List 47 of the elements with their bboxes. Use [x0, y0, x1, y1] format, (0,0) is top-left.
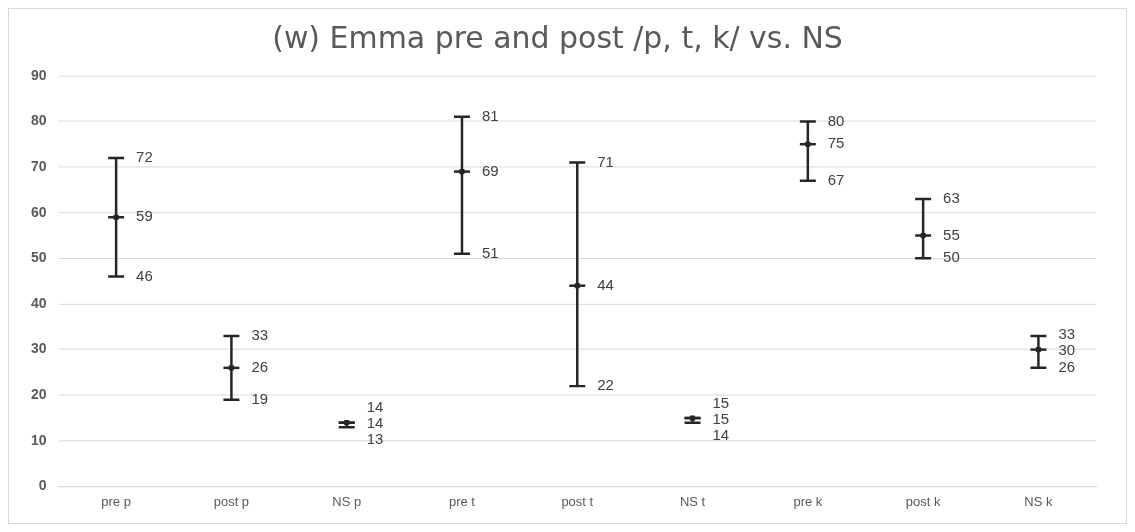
- annotation: 14: [366, 398, 384, 416]
- annotation: 15: [712, 393, 730, 411]
- y-tick-label: 0: [38, 477, 47, 494]
- annotation: 80: [827, 111, 845, 129]
- x-tick-label: pre k: [793, 493, 823, 509]
- data-label: 75: [827, 134, 845, 152]
- annotation: 33: [251, 326, 269, 344]
- data-label: 44: [597, 275, 614, 293]
- y-tick-label: 20: [30, 386, 47, 403]
- data-label: 15: [712, 409, 730, 427]
- x-tick-label: post p: [213, 493, 250, 509]
- annotation: 33: [1058, 324, 1076, 342]
- annotation: 72: [136, 148, 153, 166]
- annotation: 14: [712, 425, 730, 443]
- x-tick-label: post k: [905, 493, 941, 509]
- annotation: 51: [481, 243, 499, 261]
- annotation: 26: [1058, 358, 1076, 375]
- y-tick-label: 80: [30, 112, 47, 129]
- data-label: 26: [251, 358, 269, 375]
- y-tick-label: 90: [30, 66, 47, 83]
- x-tick-label: pre t: [449, 493, 476, 509]
- annotation: 63: [943, 189, 960, 207]
- x-tick-label: NS p: [332, 493, 362, 509]
- chart-title: (w) Emma pre and post /p, t, k/ vs. NS: [272, 19, 843, 55]
- y-tick-label: 30: [30, 340, 47, 357]
- annotation: 71: [597, 152, 614, 170]
- y-tick-label: 50: [30, 249, 47, 266]
- y-tick-label: 10: [30, 431, 47, 448]
- annotation: 19: [251, 389, 269, 407]
- x-tick-label: pre p: [101, 493, 131, 509]
- annotation: 67: [827, 170, 845, 188]
- annotation: 81: [481, 106, 499, 124]
- data-label: 59: [136, 207, 153, 225]
- data-label: 55: [943, 225, 960, 243]
- x-tick-label: NS k: [1024, 493, 1053, 509]
- data-label: 14: [366, 414, 384, 432]
- y-tick-label: 60: [30, 203, 47, 220]
- data-label: 69: [481, 161, 499, 179]
- y-tick-label: 70: [30, 157, 47, 174]
- x-tick-label: NS t: [679, 493, 706, 509]
- data-label: 30: [1058, 340, 1076, 358]
- annotation: 50: [943, 248, 960, 266]
- annotation: 46: [136, 266, 153, 284]
- x-tick-label: post t: [561, 493, 594, 509]
- annotation: 13: [366, 430, 384, 448]
- annotation: 22: [597, 376, 614, 394]
- y-tick-label: 40: [30, 294, 47, 311]
